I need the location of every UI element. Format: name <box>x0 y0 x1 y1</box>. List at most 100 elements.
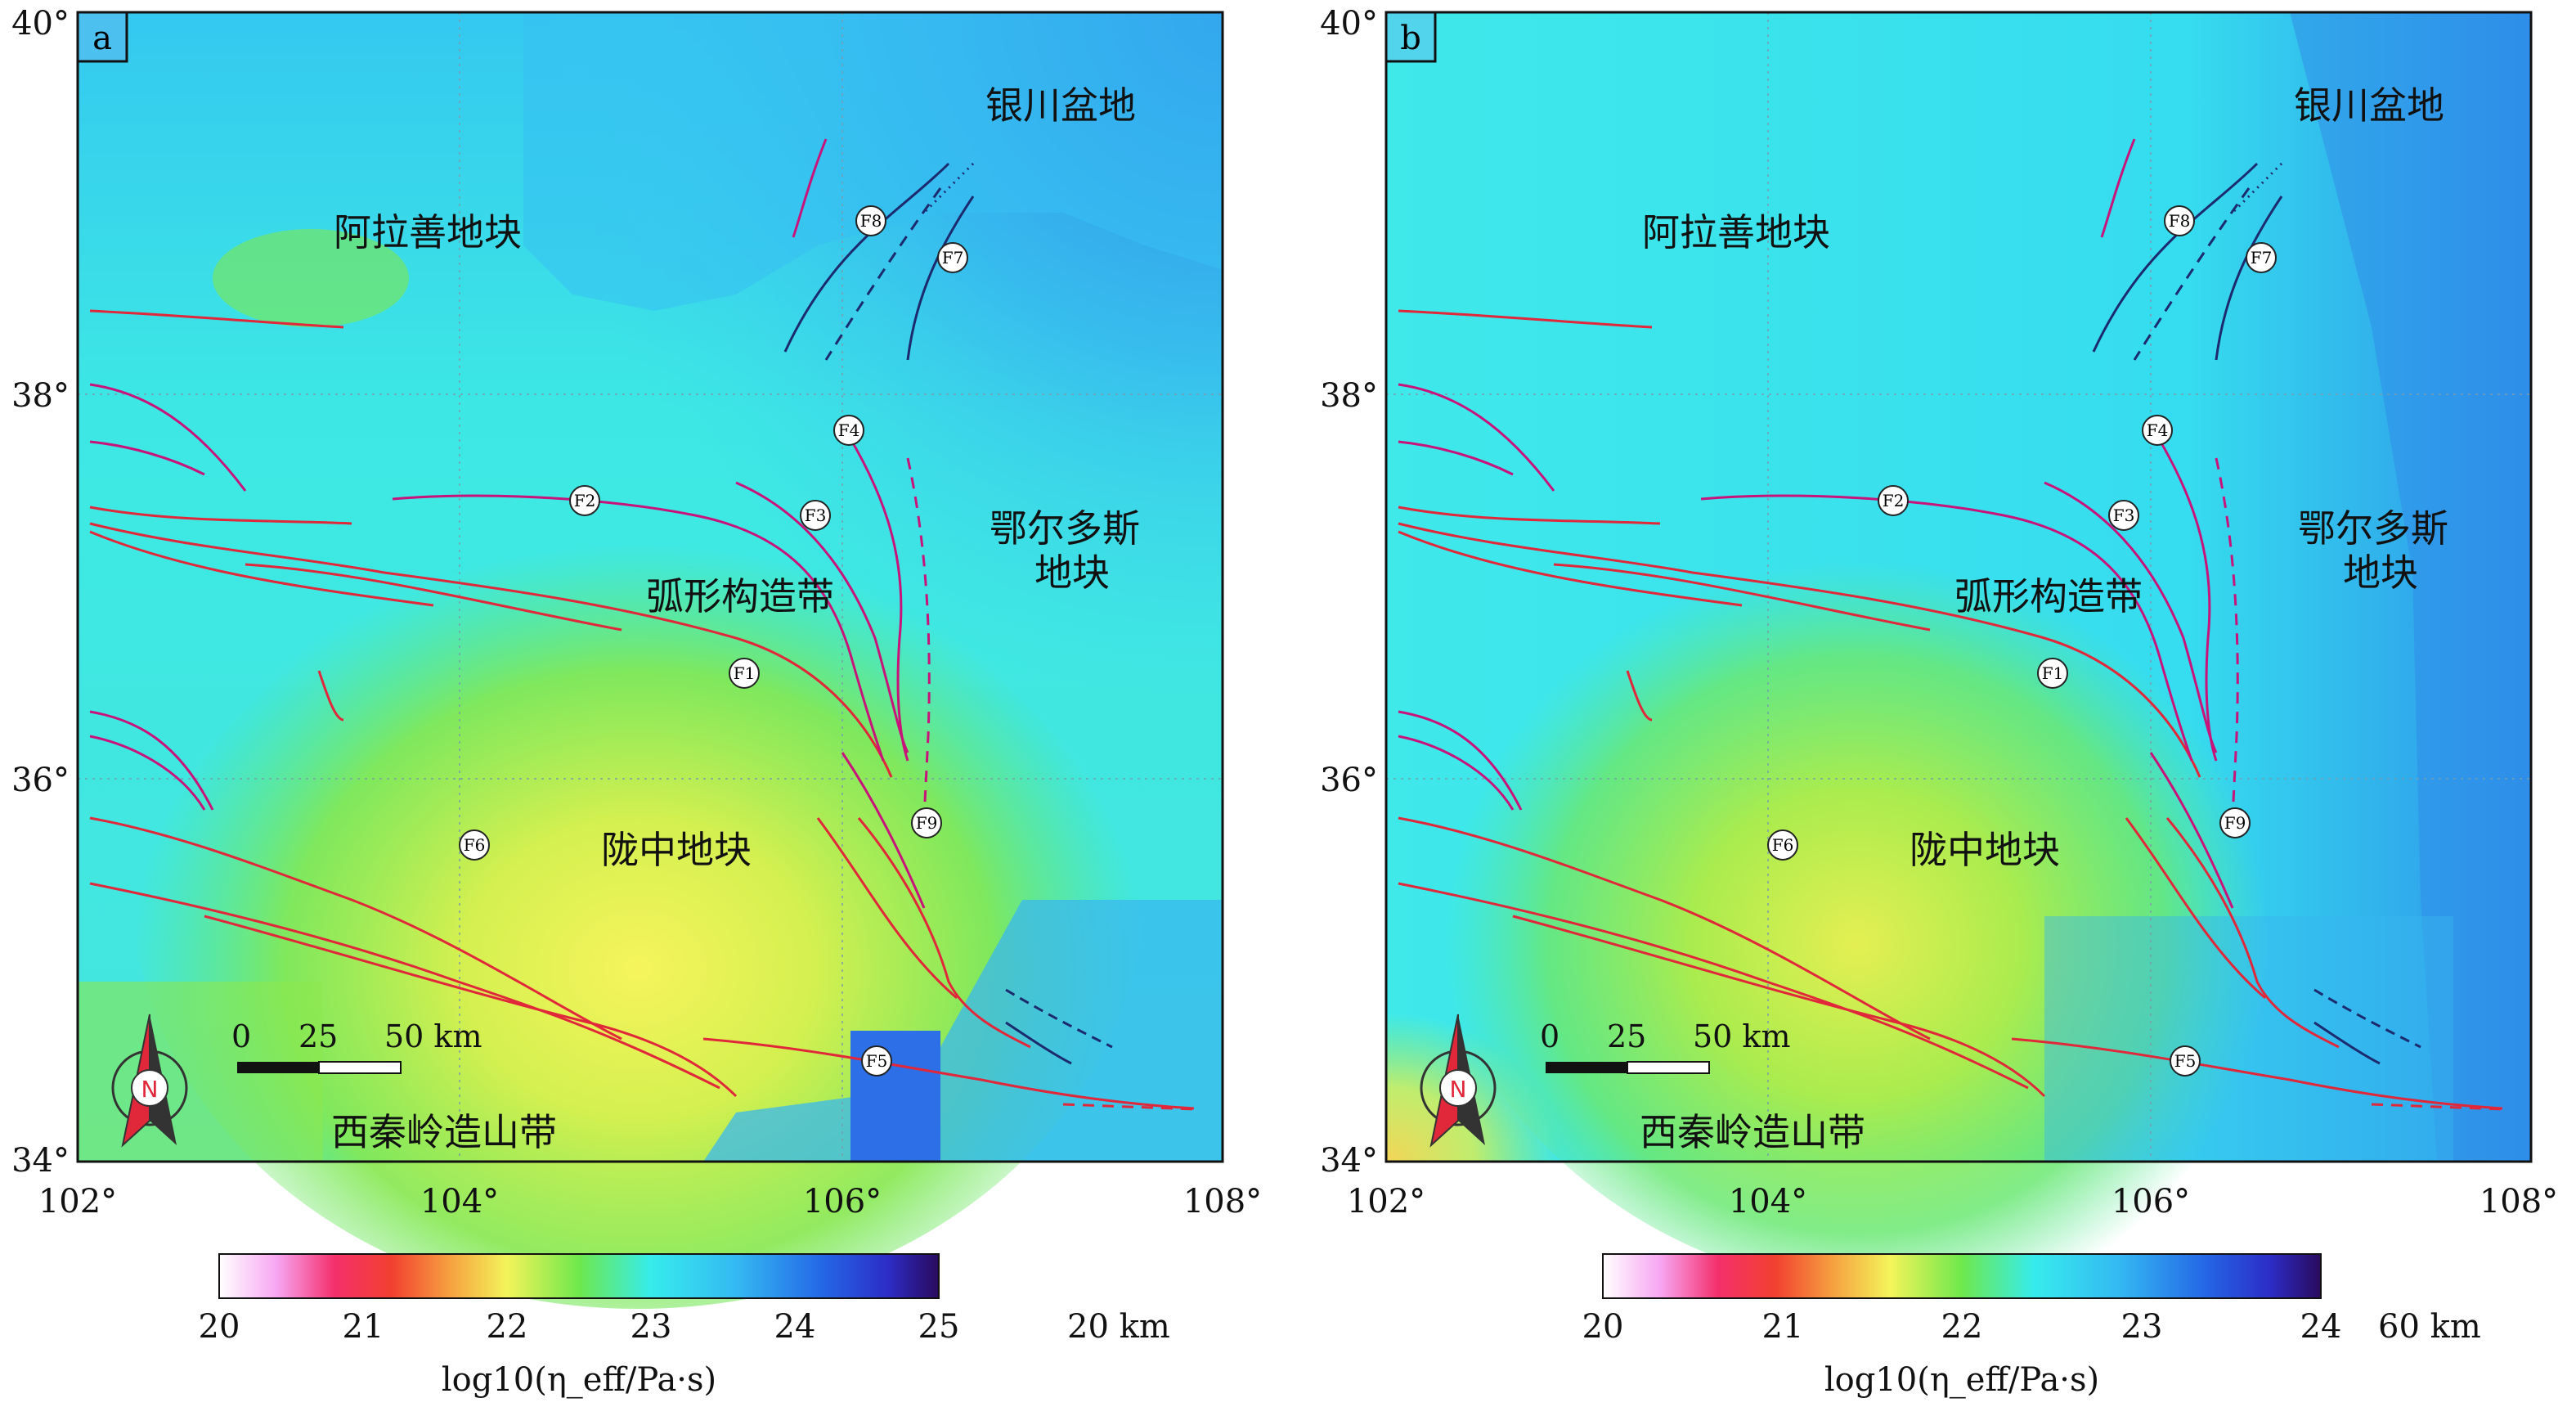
fault-label-f3: F3 <box>2108 500 2139 531</box>
label-ordos-2: 地块 <box>1034 551 1110 595</box>
panel-a-color-field <box>78 12 1223 1309</box>
fault-label-f9: F9 <box>911 807 942 838</box>
colorbar-tick: 24 <box>2300 1308 2342 1346</box>
label-alashan: 阿拉善地块 <box>1642 210 1830 254</box>
panel-a-region-labels: 阿拉善地块 银川盆地 鄂尔多斯 地块 弧形构造带 陇中地块 西秦岭造山带 <box>331 83 1140 1154</box>
colorbar-tick: 23 <box>2121 1308 2163 1346</box>
label-ordos-2: 地块 <box>2343 551 2418 595</box>
colorbar-tick: 22 <box>487 1308 528 1346</box>
panel-a-fault-labels: F1 F2 F3 F4 F5 F6 F7 F8 F9 <box>459 205 968 1077</box>
lon-tick: 108° <box>2480 1183 2558 1220</box>
svg-text:F2: F2 <box>1883 491 1905 510</box>
fault-label-f7: F7 <box>937 242 968 273</box>
svg-text:F1: F1 <box>734 663 756 683</box>
svg-text:F1: F1 <box>2042 663 2064 683</box>
svg-text:a: a <box>92 20 112 57</box>
panel-b-region-labels: 阿拉善地块 银川盆地 鄂尔多斯 地块 弧形构造带 陇中地块 西秦岭造山带 <box>1640 83 2448 1154</box>
label-yinchuan: 银川盆地 <box>2294 83 2444 128</box>
panel-a: F1 F2 F3 F4 F5 F6 F7 F8 F9 阿拉善地块 银川盆地 鄂尔… <box>76 11 1224 1309</box>
svg-text:F4: F4 <box>2147 420 2169 440</box>
panel-a-scale-bar: 0 25 50 km <box>231 1018 482 1074</box>
svg-text:F7: F7 <box>942 248 964 267</box>
colorbar-tick: 24 <box>774 1308 816 1346</box>
svg-text:F7: F7 <box>2251 248 2273 267</box>
panel-b-color-field <box>1386 12 2531 1292</box>
svg-text:b: b <box>1400 20 1421 57</box>
svg-text:F6: F6 <box>1772 835 1794 855</box>
lat-tick: 40° <box>1320 5 1378 43</box>
lon-tick: 106° <box>803 1183 882 1220</box>
lat-tick: 34° <box>11 1142 70 1180</box>
fault-label-f5: F5 <box>861 1045 892 1077</box>
lon-tick: 102° <box>1347 1183 1425 1220</box>
colorbar-a: 20 21 22 23 24 25 log10(η_eff/Pa·s) 20 k… <box>199 1253 1170 1399</box>
panel-b-compass-icon: N <box>1420 1014 1497 1148</box>
panel-b-grid <box>1386 12 2531 1162</box>
colorbar-b: 20 21 22 23 24 log10(η_eff/Pa·s) 60 km <box>1582 1253 2481 1399</box>
fault-label-f2: F2 <box>569 485 600 516</box>
svg-text:F3: F3 <box>805 506 827 525</box>
panel-b: F1 F2 F3 F4 F5 F6 F7 F8 F9 阿拉善地块 银川盆地 鄂尔… <box>1384 11 2533 1292</box>
lat-tick: 38° <box>11 377 70 415</box>
label-arc-belt: 弧形构造带 <box>1954 574 2143 618</box>
colorbar-tick: 20 <box>1582 1308 1624 1346</box>
fault-label-f8: F8 <box>855 205 886 236</box>
svg-text:F2: F2 <box>574 491 596 510</box>
svg-text:F9: F9 <box>2224 813 2246 833</box>
label-qinling: 西秦岭造山带 <box>1640 1110 1865 1154</box>
lat-tick: 34° <box>1320 1142 1378 1180</box>
panel-b-scale-bar: 0 25 50 km <box>1540 1018 1791 1074</box>
colorbar-tick: 23 <box>631 1308 672 1346</box>
svg-text:F8: F8 <box>2169 211 2191 231</box>
scale-tick-0: 0 <box>231 1018 251 1054</box>
label-yinchuan: 银川盆地 <box>985 83 1136 128</box>
panel-b-letter: b <box>1384 11 1437 63</box>
panel-b-fault-labels: F1 F2 F3 F4 F5 F6 F7 F8 F9 <box>1767 205 2277 1077</box>
svg-text:F6: F6 <box>464 835 486 855</box>
label-ordos-1: 鄂尔多斯 <box>990 506 1140 551</box>
fault-label-f4: F4 <box>2142 415 2173 446</box>
svg-text:F5: F5 <box>866 1051 888 1071</box>
fault-label-f2: F2 <box>1878 485 1909 516</box>
svg-text:F5: F5 <box>2174 1051 2197 1071</box>
panel-b-faults <box>1398 138 2503 1111</box>
label-alashan: 阿拉善地块 <box>334 210 522 254</box>
fault-label-f5: F5 <box>2170 1045 2201 1077</box>
svg-text:F8: F8 <box>860 211 882 231</box>
lon-tick: 104° <box>420 1183 499 1220</box>
scale-tick-50: 50 km <box>1693 1018 1791 1054</box>
label-longzhong: 陇中地块 <box>1910 828 2060 872</box>
label-arc-belt: 弧形构造带 <box>646 574 834 618</box>
depth-label: 60 km <box>2378 1308 2481 1346</box>
fault-label-f6: F6 <box>1767 829 1798 861</box>
colorbar-tick: 22 <box>1941 1308 1983 1346</box>
panel-a-faults <box>89 138 1195 1111</box>
scale-tick-50: 50 km <box>384 1018 482 1054</box>
label-ordos-1: 鄂尔多斯 <box>2298 506 2448 551</box>
panel-a-letter: a <box>76 11 128 63</box>
fault-label-f6: F6 <box>459 829 490 861</box>
svg-text:F3: F3 <box>2113 506 2135 525</box>
lat-tick: 36° <box>1320 762 1378 799</box>
svg-text:F4: F4 <box>838 420 860 440</box>
lon-tick: 104° <box>1729 1183 1807 1220</box>
scale-tick-25: 25 <box>298 1018 338 1054</box>
depth-label: 20 km <box>1067 1308 1170 1346</box>
colorbar-title: log10(η_eff/Pa·s) <box>1824 1361 2099 1399</box>
colorbar-title: log10(η_eff/Pa·s) <box>442 1361 716 1399</box>
colorbar-tick: 21 <box>343 1308 384 1346</box>
fault-label-f7: F7 <box>2246 242 2277 273</box>
label-qinling: 西秦岭造山带 <box>331 1110 557 1154</box>
panel-a-frame <box>76 11 1224 1163</box>
fault-label-f9: F9 <box>2219 807 2251 838</box>
colorbar-tick: 21 <box>1762 1308 1804 1346</box>
panel-b-frame <box>1384 11 2533 1163</box>
lat-tick: 40° <box>11 5 70 43</box>
axis-labels: 40° 38° 36° 34° 102° 104° 106° 108° 40° … <box>11 5 2558 1220</box>
colorbar-tick: 20 <box>199 1308 240 1346</box>
lon-tick: 108° <box>1183 1183 1262 1220</box>
svg-text:F9: F9 <box>916 813 938 833</box>
lat-tick: 36° <box>11 762 70 799</box>
compass-n: N <box>141 1076 159 1103</box>
